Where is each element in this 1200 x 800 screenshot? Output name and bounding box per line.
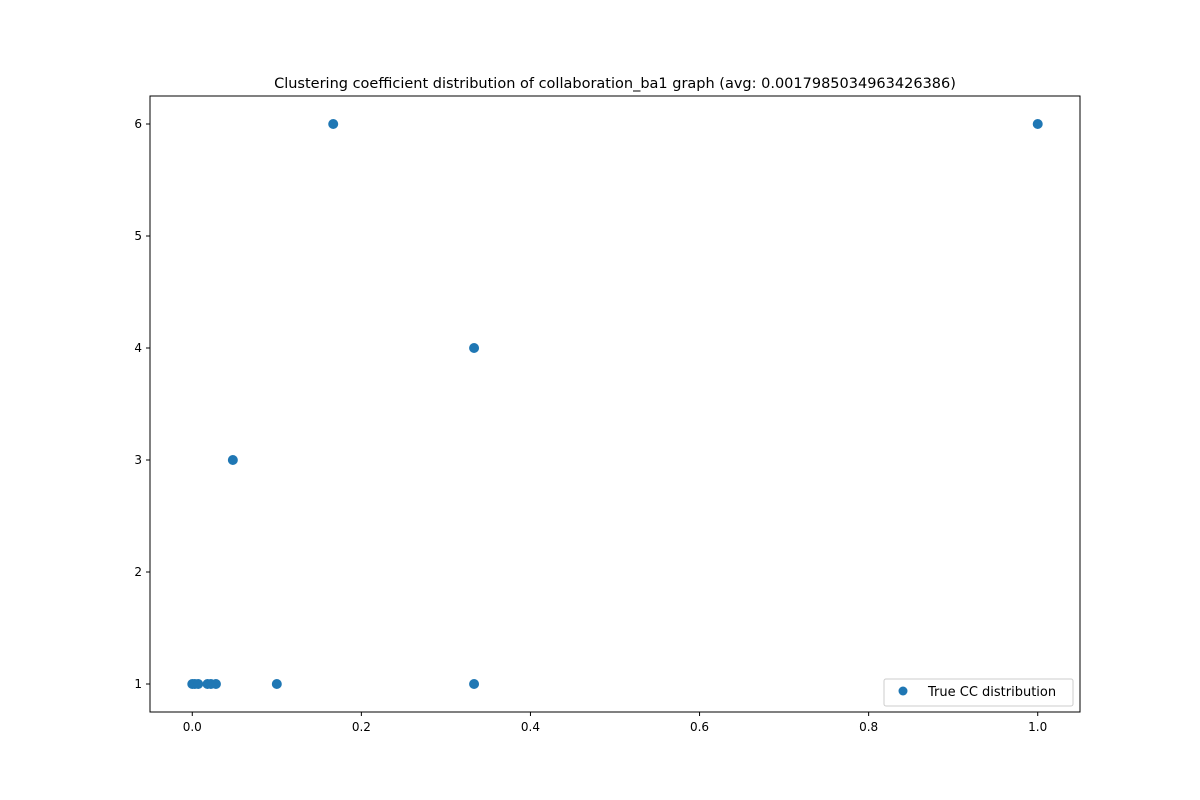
data-point: [469, 679, 480, 689]
data-point: [193, 679, 204, 689]
data-point: [328, 119, 339, 129]
y-axis: 1 2 3 4 5 6: [134, 117, 150, 691]
chart-title: Clustering coefficient distribution of c…: [274, 76, 956, 92]
y-tick-label: 6: [134, 117, 142, 131]
x-axis: 0.0 0.2 0.4 0.6 0.8 1.0: [183, 712, 1047, 734]
data-point: [210, 679, 221, 689]
x-tick-label: 0.6: [690, 720, 709, 734]
legend-marker: [898, 686, 908, 696]
legend-label: True CC distribution: [927, 685, 1056, 700]
y-tick-label: 1: [134, 677, 142, 691]
y-tick-label: 3: [134, 453, 142, 467]
y-tick-label: 2: [134, 565, 142, 579]
legend-box: [883, 678, 1074, 707]
legend: True CC distribution: [883, 678, 1074, 707]
x-tick-label: 0.0: [183, 720, 202, 734]
plot-frame: [149, 95, 1081, 713]
data-point: [1032, 119, 1043, 129]
x-tick-label: 0.8: [859, 720, 878, 734]
x-tick-label: 1.0: [1028, 720, 1047, 734]
data-point: [227, 455, 238, 465]
plot-area: [149, 95, 1081, 713]
data-points: [187, 119, 1043, 689]
y-tick-label: 4: [134, 341, 142, 355]
data-point: [271, 679, 282, 689]
y-tick-label: 5: [134, 229, 142, 243]
data-point: [469, 343, 480, 353]
x-tick-label: 0.2: [352, 720, 371, 734]
x-tick-label: 0.4: [521, 720, 540, 734]
